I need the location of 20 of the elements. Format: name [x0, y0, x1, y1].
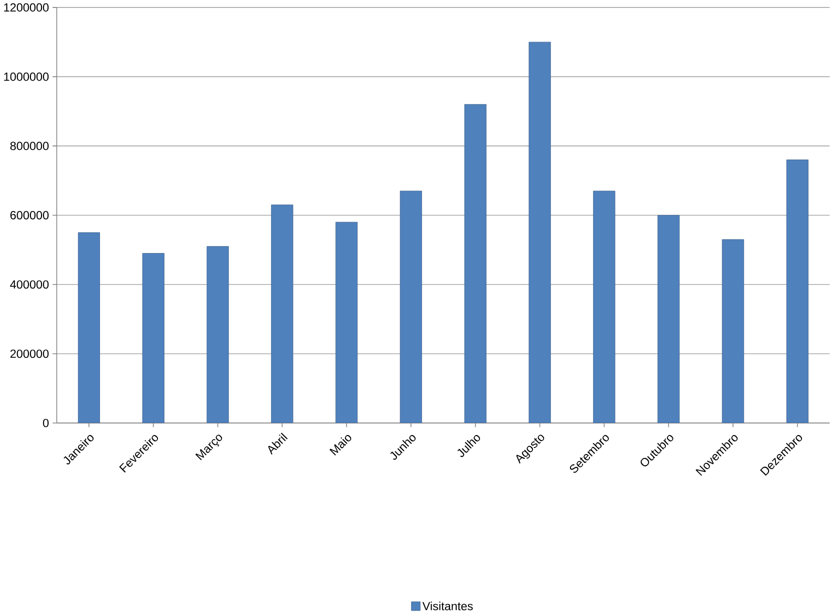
- y-tick-label: 800000: [10, 142, 49, 150]
- bar: [400, 191, 422, 424]
- legend-label: Visitantes: [422, 602, 473, 610]
- y-tick-label: 400000: [10, 280, 49, 289]
- bar: [336, 222, 358, 424]
- bar: [593, 191, 616, 424]
- bar: [271, 204, 294, 424]
- y-tick-label: 0: [43, 419, 49, 428]
- bar: [206, 246, 229, 424]
- bar: [786, 160, 808, 424]
- bar: [142, 253, 164, 424]
- bar: [464, 104, 486, 424]
- y-tick-label: 200000: [10, 350, 49, 358]
- bar: [528, 42, 551, 424]
- bar: [722, 239, 744, 424]
- bar: [78, 232, 100, 424]
- y-tick-label: 1000000: [4, 72, 49, 82]
- y-tick-label: 1200000: [4, 3, 49, 12]
- y-tick-label: 600000: [10, 211, 49, 220]
- bar: [658, 215, 680, 424]
